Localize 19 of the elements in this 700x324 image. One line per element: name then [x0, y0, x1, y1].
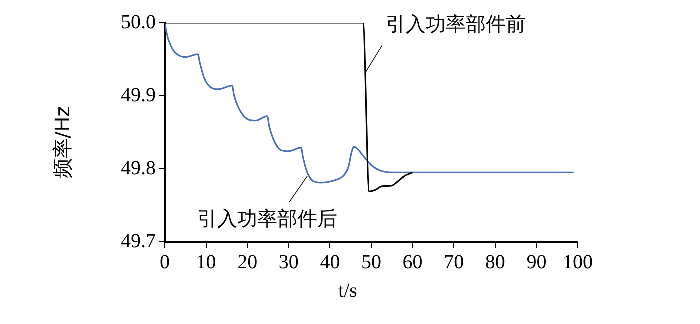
x-tick-label: 40 [320, 251, 340, 274]
x-tick-label: 90 [526, 251, 547, 274]
x-tick-label: 0 [160, 251, 170, 274]
y-axis-title: 频率/Hz [50, 106, 76, 178]
x-axis-title: t/s [338, 280, 358, 303]
x-tick-label: 100 [563, 251, 593, 274]
x-tick-label: 80 [485, 251, 506, 274]
y-tick-label: 49.9 [121, 84, 156, 106]
x-tick-label: 70 [444, 251, 464, 274]
x-tick-label: 20 [238, 251, 258, 274]
annotation: 引入功率部件后 [197, 206, 338, 231]
y-tick-label: 49.7 [121, 230, 156, 252]
y-tick-label: 50.0 [121, 11, 156, 34]
x-tick-label: 10 [196, 251, 216, 274]
x-tick-label: 60 [402, 251, 423, 274]
y-tick-label: 49.8 [121, 157, 156, 180]
annotation: 引入功率部件前 [386, 12, 526, 36]
x-tick-label: 30 [278, 251, 299, 274]
x-tick-label: 50 [362, 251, 382, 274]
